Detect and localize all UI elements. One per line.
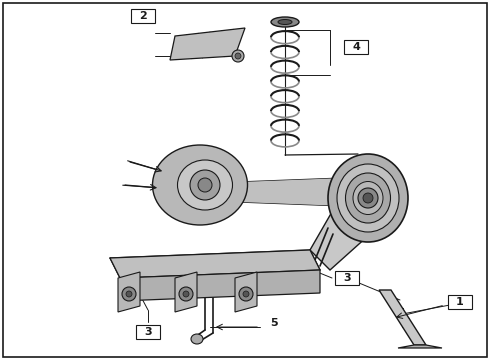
Circle shape [183,291,189,297]
Bar [448,295,472,309]
Polygon shape [110,250,320,278]
Polygon shape [240,178,345,206]
Circle shape [358,188,378,208]
Circle shape [126,291,132,297]
Polygon shape [170,28,245,60]
Ellipse shape [191,334,203,344]
Polygon shape [120,270,320,301]
Text: 1: 1 [456,297,464,307]
Circle shape [235,53,241,59]
Polygon shape [398,345,442,348]
Text: 2: 2 [139,11,147,21]
Bar [131,9,155,23]
Circle shape [179,287,193,301]
Circle shape [122,287,136,301]
Ellipse shape [278,19,292,24]
Polygon shape [175,272,197,312]
Polygon shape [118,272,140,312]
Bar [335,271,359,285]
Ellipse shape [152,145,247,225]
Circle shape [232,50,244,62]
Polygon shape [379,290,426,345]
Text: 3: 3 [144,327,152,337]
Ellipse shape [345,173,391,223]
Ellipse shape [353,181,383,215]
Polygon shape [235,272,257,312]
Polygon shape [310,158,388,270]
Circle shape [363,193,373,203]
Circle shape [198,178,212,192]
Text: 5: 5 [270,318,278,328]
Circle shape [243,291,249,297]
Ellipse shape [337,164,399,232]
Circle shape [190,170,220,200]
Text: 4: 4 [352,42,360,52]
Circle shape [239,287,253,301]
Text: 3: 3 [343,273,351,283]
Bar [344,40,368,54]
Ellipse shape [271,17,299,27]
Ellipse shape [328,154,408,242]
Ellipse shape [177,160,232,210]
Bar [136,325,160,339]
